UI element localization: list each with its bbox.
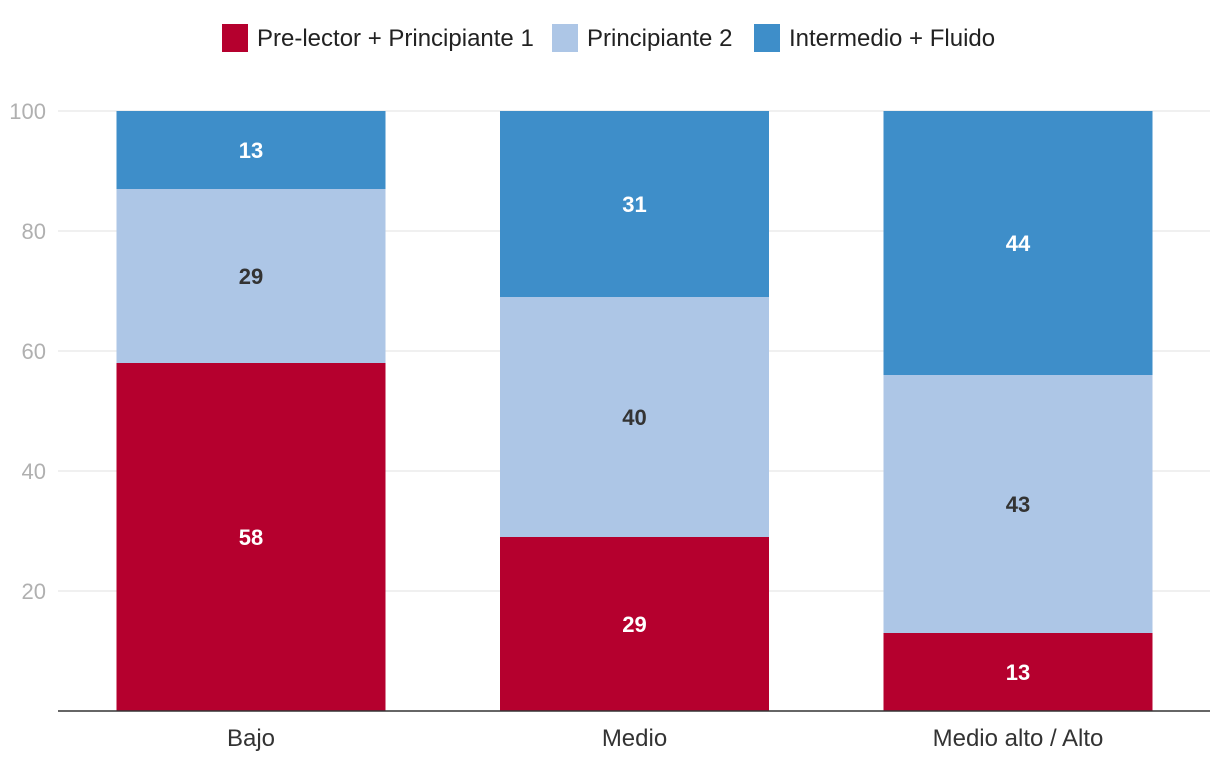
bars: 58 29 13 29 40 31 13 43 44 — [116, 111, 1153, 711]
legend-swatch — [754, 24, 780, 52]
data-label-medio-principiante-2: 40 — [622, 405, 646, 430]
bar-segment-medio-pre-lector-principiante-1 — [500, 537, 769, 711]
x-axis: Bajo Medio Medio alto / Alto — [58, 710, 1210, 752]
bar-segment-medio-alto-alto-pre-lector-principiante-1 — [883, 633, 1153, 711]
data-label-medio-pre-lector-principiante-1: 29 — [622, 612, 646, 637]
legend-item-pre-lector-principiante-1: Pre-lector + Principiante 1 — [222, 24, 534, 52]
bar-stack-medio-alto-alto: 13 43 44 — [883, 111, 1153, 711]
legend-label: Intermedio + Fluido — [789, 25, 995, 52]
bar-segment-bajo-principiante-2 — [116, 189, 386, 363]
bar-segment-bajo-intermedio-fluido — [116, 111, 386, 189]
bar-segment-medio-alto-alto-principiante-2 — [883, 375, 1153, 633]
y-axis: 20 40 60 80 100 — [9, 99, 46, 604]
legend-label: Principiante 2 — [587, 25, 732, 52]
data-label-medio-alto-alto-principiante-2: 43 — [1006, 492, 1030, 517]
y-tick-label-100: 100 — [9, 99, 46, 124]
data-label-bajo-pre-lector-principiante-1: 58 — [239, 525, 263, 550]
chart-legend: Pre-lector + Principiante 1 Principiante … — [222, 24, 995, 52]
y-tick-label-40: 40 — [22, 459, 46, 484]
y-tick-label-80: 80 — [22, 219, 46, 244]
bar-segment-medio-principiante-2 — [500, 297, 769, 537]
data-label-medio-alto-alto-pre-lector-principiante-1: 13 — [1006, 660, 1030, 685]
bar-segment-medio-intermedio-fluido — [500, 111, 769, 297]
x-tick-label-medio: Medio — [602, 725, 667, 752]
data-label-medio-alto-alto-intermedio-fluido: 44 — [1006, 231, 1031, 256]
bar-segment-medio-alto-alto-intermedio-fluido — [883, 111, 1153, 375]
y-tick-label-20: 20 — [22, 579, 46, 604]
legend-item-principiante-2: Principiante 2 — [552, 24, 732, 52]
x-tick-label-bajo: Bajo — [227, 725, 275, 752]
data-label-bajo-principiante-2: 29 — [239, 264, 263, 289]
bar-stack-bajo: 58 29 13 — [116, 111, 386, 711]
bar-stack-medio: 29 40 31 — [500, 111, 769, 711]
legend-label: Pre-lector + Principiante 1 — [257, 25, 534, 52]
data-label-bajo-intermedio-fluido: 13 — [239, 138, 263, 163]
legend-item-intermedio-fluido: Intermedio + Fluido — [754, 24, 995, 52]
data-label-medio-intermedio-fluido: 31 — [622, 192, 646, 217]
x-tick-label-medio-alto-alto: Medio alto / Alto — [933, 725, 1104, 752]
legend-swatch — [552, 24, 578, 52]
bar-segment-bajo-pre-lector-principiante-1 — [116, 363, 386, 711]
legend-swatch — [222, 24, 248, 52]
y-tick-label-60: 60 — [22, 339, 46, 364]
